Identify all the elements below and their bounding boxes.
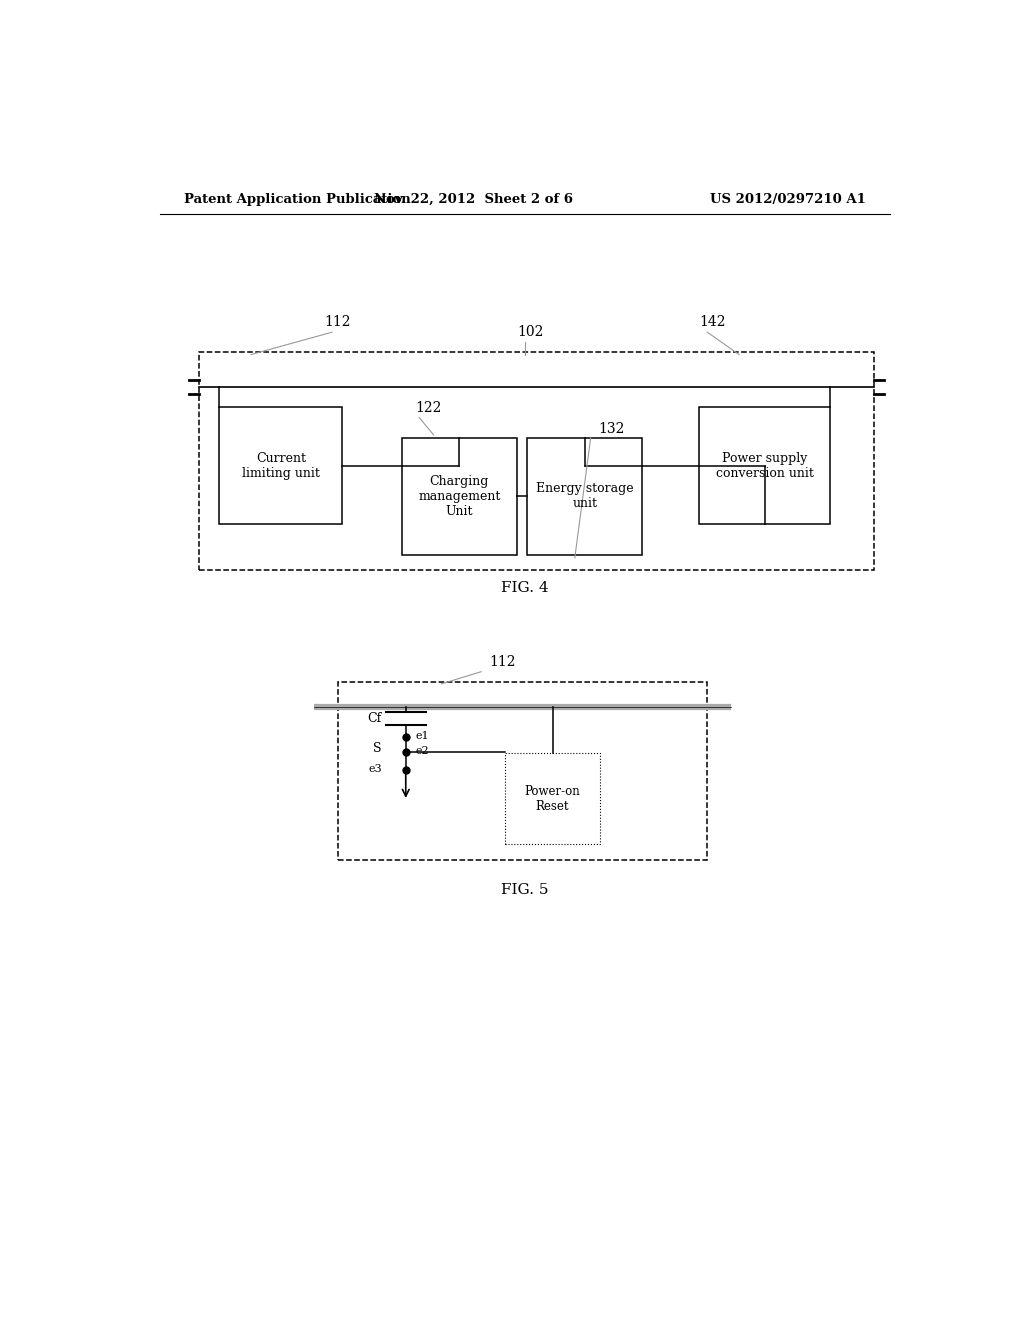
Text: 112: 112 bbox=[324, 315, 350, 329]
Text: Power supply
conversion unit: Power supply conversion unit bbox=[716, 451, 814, 480]
Text: Energy storage
unit: Energy storage unit bbox=[536, 482, 634, 511]
Text: 102: 102 bbox=[517, 325, 544, 339]
Bar bbox=[219, 408, 342, 524]
Text: FIG. 5: FIG. 5 bbox=[501, 883, 549, 898]
Text: Charging
management
Unit: Charging management Unit bbox=[418, 475, 501, 517]
Text: 122: 122 bbox=[416, 400, 441, 414]
Text: e2: e2 bbox=[416, 746, 429, 756]
Bar bbox=[699, 408, 830, 524]
Text: Current
limiting unit: Current limiting unit bbox=[242, 451, 319, 480]
Text: 142: 142 bbox=[699, 315, 726, 329]
Bar bbox=[505, 752, 600, 845]
Text: US 2012/0297210 A1: US 2012/0297210 A1 bbox=[711, 193, 866, 206]
Bar bbox=[401, 438, 517, 554]
Text: 112: 112 bbox=[489, 655, 516, 669]
Text: e3: e3 bbox=[369, 764, 382, 775]
Bar bbox=[200, 351, 873, 570]
Text: Nov. 22, 2012  Sheet 2 of 6: Nov. 22, 2012 Sheet 2 of 6 bbox=[374, 193, 572, 206]
Text: 132: 132 bbox=[599, 422, 625, 436]
Text: Patent Application Publication: Patent Application Publication bbox=[183, 193, 411, 206]
Text: S: S bbox=[374, 742, 382, 755]
Text: Cf: Cf bbox=[368, 711, 382, 725]
Bar bbox=[338, 682, 708, 859]
Text: Power-on
Reset: Power-on Reset bbox=[524, 784, 581, 813]
Bar bbox=[527, 438, 642, 554]
Text: e1: e1 bbox=[416, 731, 429, 741]
Text: FIG. 4: FIG. 4 bbox=[501, 581, 549, 595]
